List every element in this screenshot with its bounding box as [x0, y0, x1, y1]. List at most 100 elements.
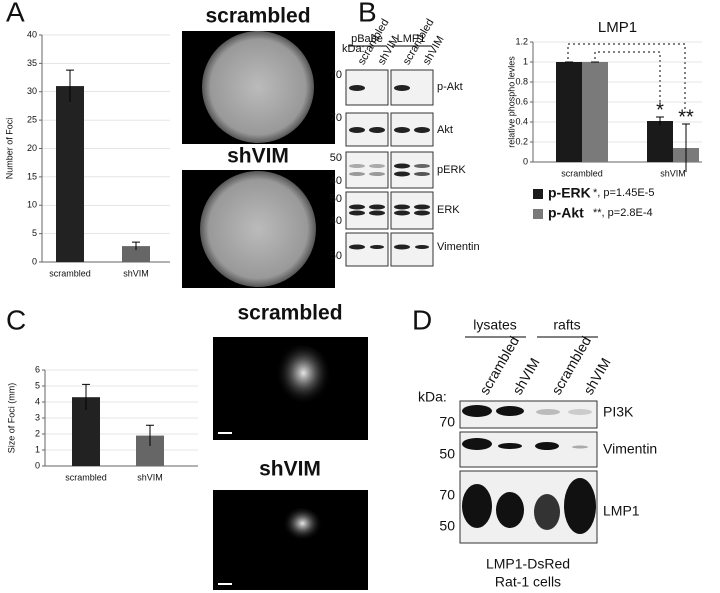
- y-tick-label: 10: [27, 200, 37, 210]
- x-tick-label: shVIM: [660, 168, 686, 178]
- group-label: lysates: [473, 317, 517, 333]
- protein-label: ERK: [437, 204, 460, 216]
- annotation: **: [678, 106, 694, 128]
- y-tick-label: 5: [32, 228, 37, 238]
- bar: [122, 246, 150, 262]
- error-bar: [82, 383, 90, 410]
- y-tick-label: 0: [523, 156, 528, 166]
- protein-label: LMP1: [603, 503, 640, 519]
- y-tick-label: 20: [27, 143, 37, 153]
- y-tick-label: 0: [35, 460, 40, 470]
- protein-label: pERK: [437, 164, 466, 176]
- panel-letter: B: [358, 0, 377, 27]
- y-tick-label: 0.6: [515, 96, 528, 106]
- marker-label: 50: [330, 152, 342, 164]
- y-tick-label: 1: [35, 444, 40, 454]
- lane-label: shVIM: [509, 355, 543, 397]
- y-axis-label: relative phospho levles: [506, 56, 516, 148]
- scale-bar: [218, 432, 232, 434]
- significance-bracket: [567, 43, 686, 110]
- image-label: scrambled: [205, 5, 310, 28]
- y-tick-label: 0.8: [515, 76, 528, 86]
- panel-letter: A: [6, 0, 25, 27]
- protein-label: p-Akt: [437, 81, 463, 93]
- image-label: scrambled: [237, 302, 342, 325]
- group-label: pBabe: [351, 33, 383, 45]
- panel-letter: D: [412, 304, 432, 335]
- y-axis-label: Number of Foci: [4, 118, 14, 180]
- marker-label: 70: [330, 112, 342, 124]
- image-label: shVIM: [259, 458, 321, 481]
- blot-frames: [345, 69, 434, 267]
- error-bar: [682, 123, 690, 172]
- foci: [265, 345, 335, 425]
- dish: [202, 31, 314, 143]
- group-label: rafts: [553, 317, 580, 333]
- error-bar: [66, 69, 74, 102]
- marker-label: 70: [439, 487, 455, 503]
- annotation: *: [656, 99, 664, 121]
- marker-label: 40: [330, 215, 342, 227]
- bar: [556, 62, 582, 162]
- y-tick-label: 0.2: [515, 136, 528, 146]
- protein-label: Vimentin: [437, 241, 480, 253]
- marker-label: 50: [439, 518, 455, 534]
- legend-label: p-Akt: [548, 205, 584, 221]
- y-tick-label: 40: [27, 29, 37, 39]
- y-tick-label: 0.4: [515, 116, 528, 126]
- error-bar: [146, 424, 154, 446]
- marker-label: 70: [439, 414, 455, 430]
- protein-label: Vimentin: [603, 441, 657, 457]
- marker-label: 50: [330, 250, 342, 262]
- chart-title: LMP1: [598, 19, 637, 36]
- bar: [582, 62, 608, 162]
- error-bar: [656, 116, 664, 125]
- y-axis-label: Size of Foci (mm): [6, 383, 16, 454]
- group-label: LMP1: [397, 33, 426, 45]
- y-tick-label: 1: [523, 56, 528, 66]
- y-tick-label: 5: [35, 380, 40, 390]
- marker-label: 50: [330, 193, 342, 205]
- note: **, p=2.8E-4: [593, 207, 653, 219]
- x-tick-label: scrambled: [65, 472, 107, 482]
- y-tick-label: 4: [35, 396, 40, 406]
- note: *, p=1.45E-5: [593, 187, 654, 199]
- legend-label: p-ERK: [548, 185, 591, 201]
- y-tick-label: 3: [35, 412, 40, 422]
- y-tick-label: 6: [35, 364, 40, 374]
- x-tick-label: scrambled: [561, 168, 603, 178]
- scale-bar: [218, 583, 232, 585]
- y-tick-label: 0: [32, 256, 37, 266]
- kda-label: kDa:: [342, 43, 365, 55]
- legend-swatch: [533, 189, 543, 199]
- y-tick-label: 2: [35, 428, 40, 438]
- error-bar: [132, 241, 140, 251]
- y-tick-label: 15: [27, 171, 37, 181]
- lane-label: shVIM: [580, 355, 614, 397]
- panel-letter: C: [6, 304, 26, 335]
- y-tick-label: 1.2: [515, 36, 528, 46]
- bar: [56, 86, 84, 262]
- caption: LMP1-DsRed: [486, 556, 570, 572]
- kda-label: kDa:: [418, 389, 447, 405]
- caption: Rat-1 cells: [495, 574, 561, 590]
- image-label: shVIM: [227, 145, 289, 168]
- blot-bands: [349, 85, 430, 250]
- y-tick-label: 25: [27, 115, 37, 125]
- protein-label: PI3K: [603, 404, 634, 420]
- bar: [647, 121, 673, 162]
- y-tick-label: 35: [27, 58, 37, 68]
- blot-bands: [462, 405, 596, 534]
- marker-label: 50: [439, 446, 455, 462]
- x-tick-label: shVIM: [137, 472, 163, 482]
- x-tick-label: scrambled: [49, 268, 91, 278]
- marker-label: 70: [330, 69, 342, 81]
- x-tick-label: shVIM: [123, 268, 149, 278]
- protein-label: Akt: [437, 124, 453, 136]
- marker-label: 40: [330, 175, 342, 187]
- foci: [275, 508, 325, 552]
- legend-swatch: [533, 209, 543, 219]
- y-tick-label: 30: [27, 86, 37, 96]
- dish: [200, 171, 316, 287]
